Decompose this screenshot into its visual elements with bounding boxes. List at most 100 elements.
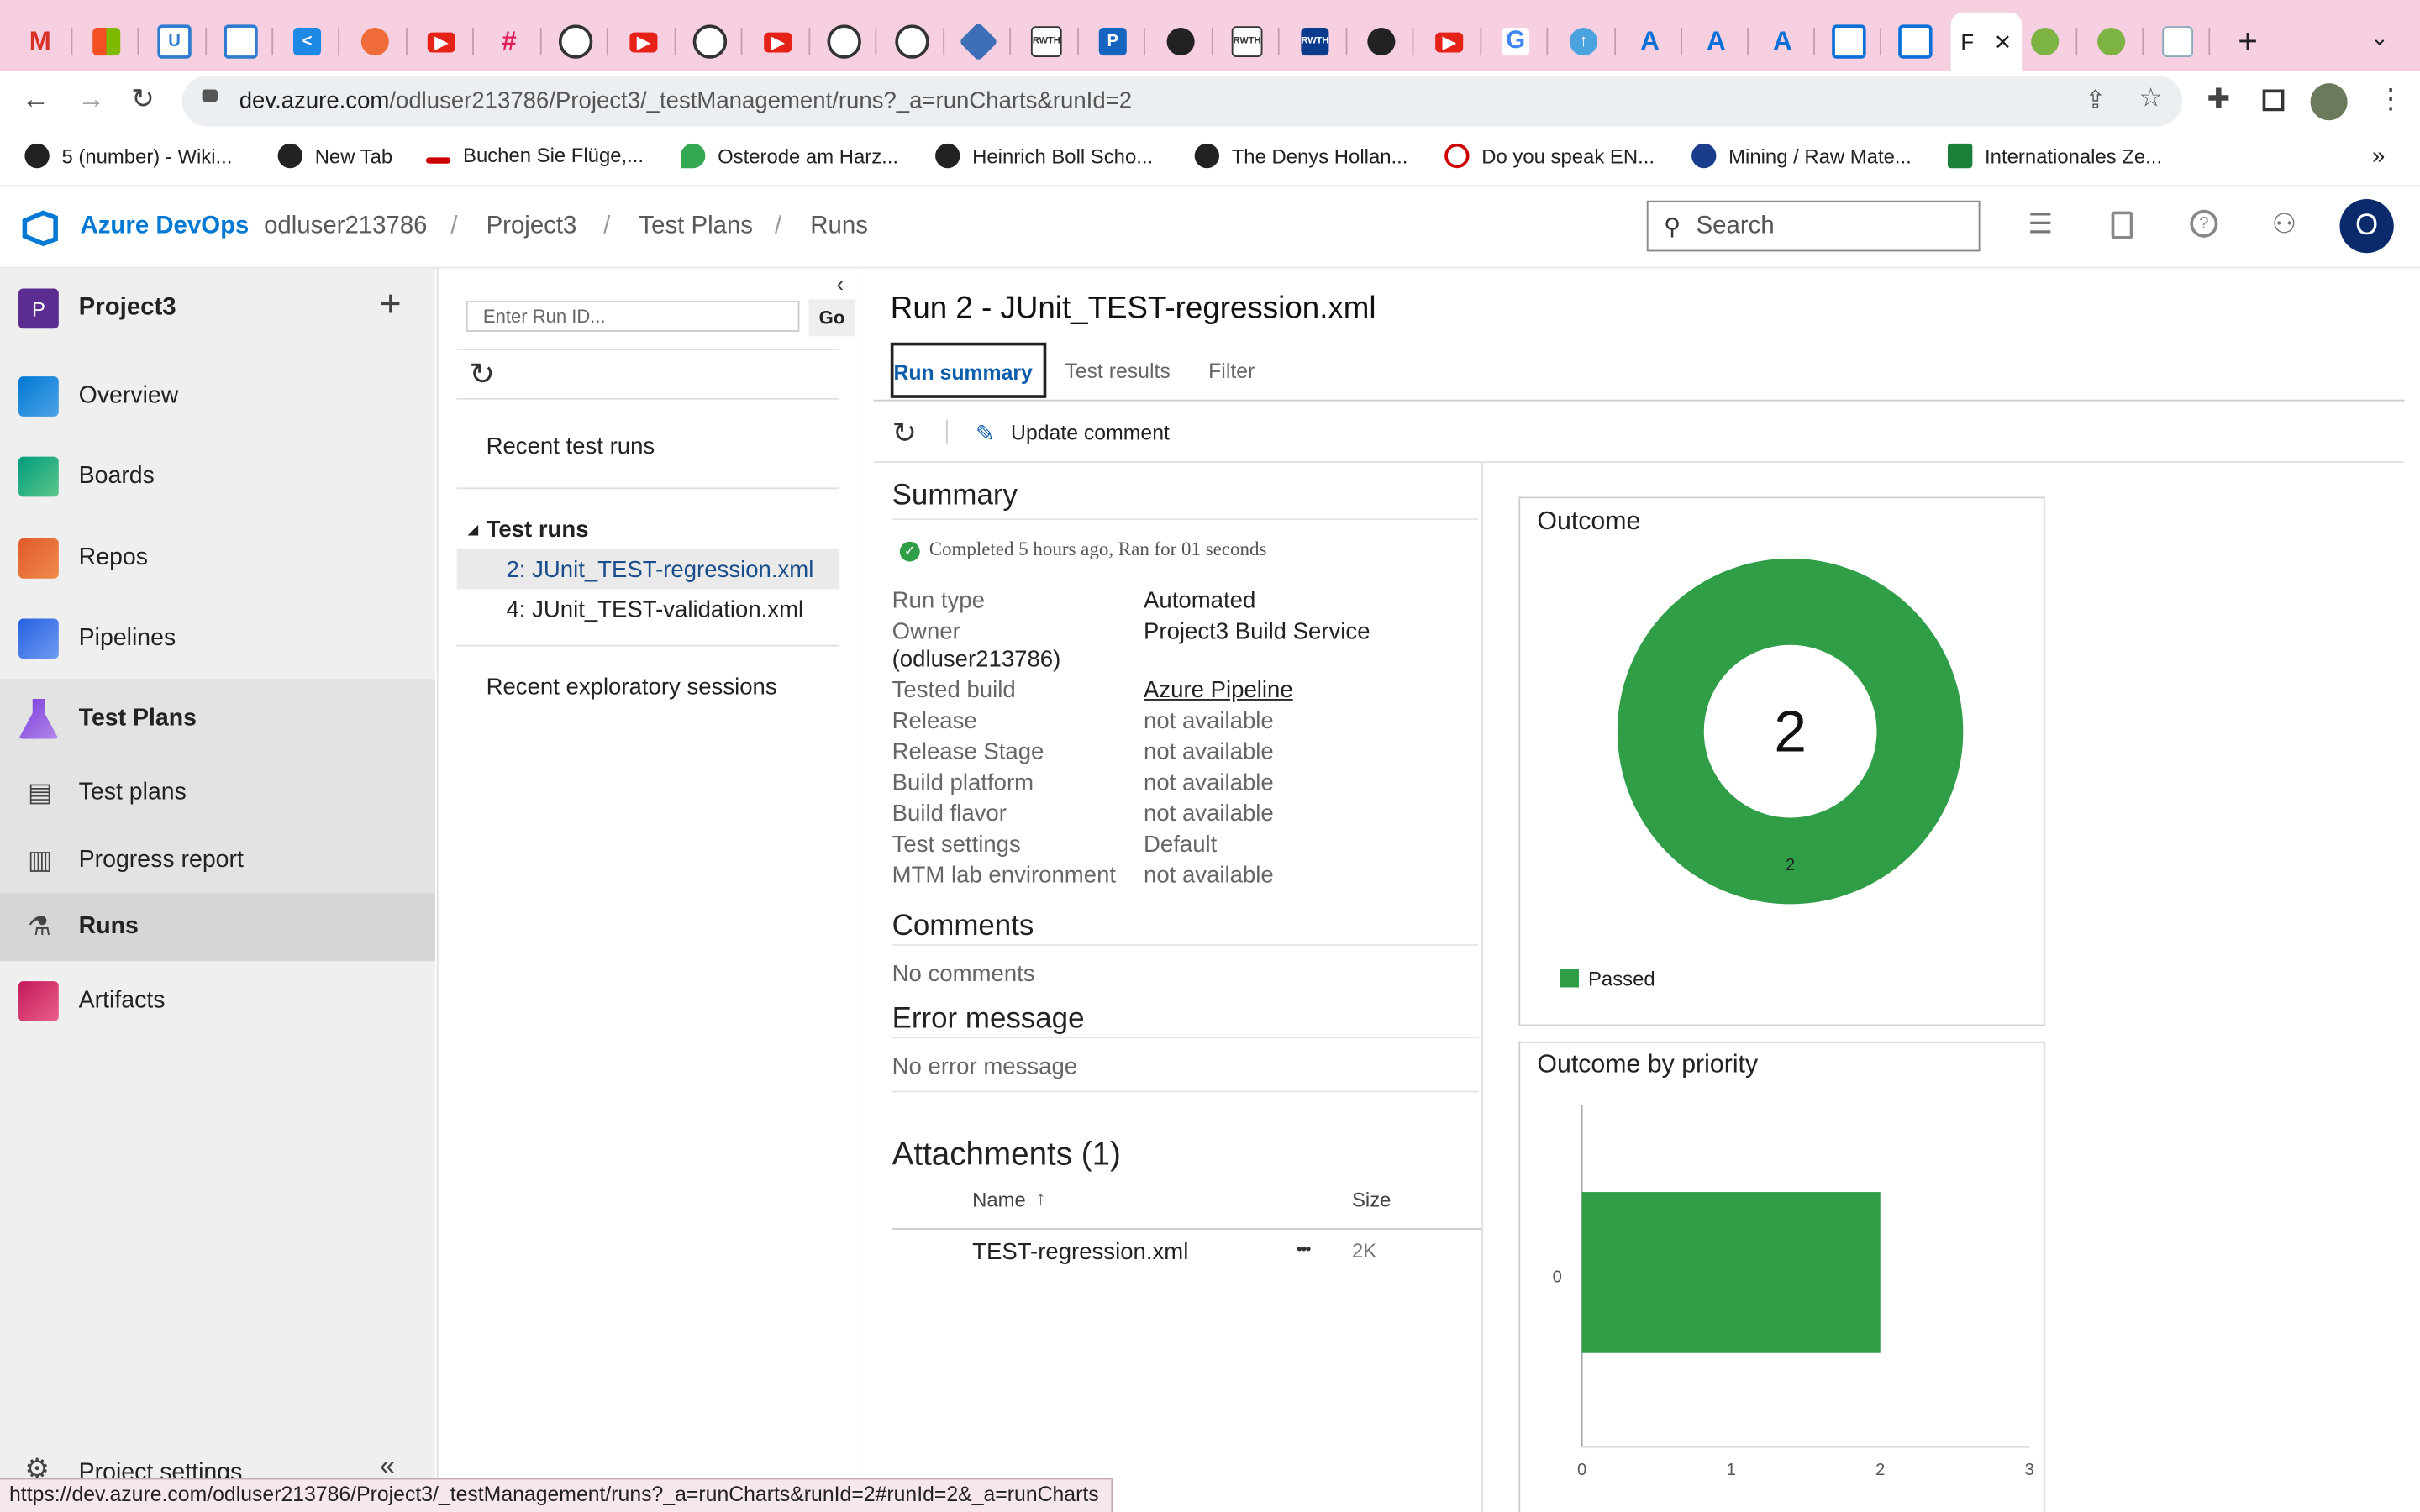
bookmark-item[interactable]: Buchen Sie Flüge,...: [425, 144, 644, 166]
browser-tab[interactable]: [677, 13, 743, 71]
browser-tab[interactable]: RWTH: [1014, 13, 1079, 71]
browser-tab[interactable]: #: [477, 13, 542, 71]
browser-tab[interactable]: [1349, 13, 1414, 71]
browser-tab[interactable]: A: [1618, 13, 1683, 71]
browser-tab[interactable]: P: [1081, 13, 1145, 71]
column-header-name[interactable]: Name: [972, 1188, 1026, 1211]
forward-icon[interactable]: →: [76, 83, 105, 114]
profile-avatar[interactable]: [2310, 83, 2348, 121]
run-list-item[interactable]: 2: JUnit_TEST-regression.xml: [506, 557, 814, 584]
browser-tab[interactable]: [208, 13, 274, 71]
more-bookmarks[interactable]: »: [2372, 143, 2386, 171]
browser-tab[interactable]: [1149, 13, 1213, 71]
browser-tab[interactable]: [812, 13, 877, 71]
column-header-size[interactable]: Size: [1351, 1188, 1392, 1211]
browser-tab[interactable]: <: [275, 13, 340, 71]
browser-tab[interactable]: M: [8, 13, 73, 71]
run-list-item[interactable]: 4: JUnit_TEST-validation.xml: [506, 596, 804, 624]
browser-tab[interactable]: G: [1483, 13, 1549, 71]
browser-tab[interactable]: [74, 13, 139, 71]
tab-filter[interactable]: Filter: [1208, 359, 1255, 383]
attachment-file-name[interactable]: TEST-regression.xml: [972, 1238, 1189, 1266]
breadcrumb-org[interactable]: odluser213786: [264, 213, 428, 239]
close-icon[interactable]: ✕: [1993, 28, 2012, 54]
reload-icon[interactable]: ↻: [131, 83, 155, 114]
url-text[interactable]: dev.azure.com/odluser213786/Project3/_te…: [239, 88, 1132, 114]
bookmark-star-icon[interactable]: ☆: [2139, 83, 2163, 113]
share-icon[interactable]: ⇪: [2085, 87, 2107, 114]
help-icon[interactable]: ?: [2190, 209, 2218, 238]
refresh-icon[interactable]: ↻: [469, 358, 496, 392]
browser-tab[interactable]: [880, 13, 945, 71]
bookmark-item[interactable]: Internationales Ze...: [1947, 143, 2162, 169]
work-items-icon[interactable]: ☰: [2028, 207, 2054, 239]
browser-tab[interactable]: ▶: [611, 13, 676, 71]
tab-test-results[interactable]: Test results: [1065, 359, 1171, 383]
avatar[interactable]: O: [2339, 198, 2394, 254]
bookmark-item[interactable]: Osterode am Harz...: [680, 143, 898, 169]
brand-name[interactable]: Azure DevOps: [80, 213, 250, 239]
sidebar-item-boards[interactable]: Boards: [0, 443, 435, 511]
browser-tab[interactable]: [2012, 13, 2078, 71]
sidebar-icon[interactable]: [2262, 89, 2285, 112]
project-name[interactable]: Project3: [78, 294, 176, 322]
browser-tab[interactable]: ▶: [745, 13, 811, 71]
bookmark-item[interactable]: The Denys Hollan...: [1194, 143, 1407, 169]
browser-tab[interactable]: ↑: [1551, 13, 1617, 71]
browser-tab[interactable]: [1817, 13, 1881, 71]
breadcrumb-test-plans[interactable]: Test Plans: [639, 213, 753, 239]
collapse-sidebar-icon[interactable]: «: [379, 1450, 396, 1482]
sidebar-item-pipelines[interactable]: Pipelines: [0, 605, 435, 673]
address-bar[interactable]: dev.azure.com/odluser213786/Project3/_te…: [182, 75, 2183, 127]
bookmark-item[interactable]: New Tab: [277, 143, 392, 169]
extensions-icon[interactable]: ✚: [2207, 83, 2231, 114]
more-actions-icon[interactable]: •••: [1296, 1240, 1311, 1259]
menu-icon[interactable]: ⋮: [2376, 83, 2405, 114]
sidebar-item-test-plans-sub[interactable]: ▤ Test plans: [0, 759, 435, 827]
sidebar-item-artifacts[interactable]: Artifacts: [0, 968, 435, 1036]
run-id-input[interactable]: Enter Run ID...: [466, 301, 800, 332]
expand-triangle-icon[interactable]: ◢: [467, 521, 479, 538]
legend-label-passed[interactable]: Passed: [1587, 967, 1655, 991]
sidebar-item-test-plans[interactable]: Test Plans: [0, 685, 435, 753]
breadcrumb-runs[interactable]: Runs: [810, 213, 868, 239]
browser-tab[interactable]: RWTH: [1282, 13, 1348, 71]
sidebar-item-runs[interactable]: ⚗ Runs: [0, 893, 435, 962]
run-list-item-selected[interactable]: [456, 549, 840, 590]
tab-run-summary[interactable]: Run summary: [890, 342, 1047, 398]
browser-tab[interactable]: ▶: [1417, 13, 1482, 71]
user-settings-icon[interactable]: ⚇: [2271, 207, 2297, 239]
browser-tab[interactable]: [2145, 13, 2211, 71]
back-icon[interactable]: ←: [21, 83, 50, 114]
browser-tab[interactable]: U: [142, 13, 208, 71]
browser-tab[interactable]: [2079, 13, 2144, 71]
browser-tab[interactable]: A: [1684, 13, 1749, 71]
browser-tab[interactable]: [343, 13, 408, 71]
add-icon[interactable]: +: [379, 283, 402, 326]
bookmark-item[interactable]: 5 (number) - Wiki...: [24, 143, 232, 169]
marketplace-bag-icon[interactable]: [2111, 211, 2133, 239]
go-button[interactable]: Go: [808, 299, 855, 337]
collapse-pane-icon[interactable]: ‹: [836, 271, 844, 297]
bookmark-item[interactable]: Heinrich Boll Scho...: [935, 143, 1153, 169]
chevron-down-icon[interactable]: ⌄: [2370, 24, 2389, 50]
active-browser-tab[interactable]: F ✕: [1950, 12, 2023, 71]
browser-tab[interactable]: [544, 13, 608, 71]
browser-tab[interactable]: [1883, 13, 1948, 71]
recent-exploratory-sessions[interactable]: Recent exploratory sessions: [486, 674, 777, 701]
sort-arrow-up-icon[interactable]: ↑: [1035, 1186, 1046, 1210]
bookmark-item[interactable]: Mining / Raw Mate...: [1691, 143, 1912, 169]
azure-devops-logo-icon[interactable]: [22, 210, 59, 247]
sidebar-item-progress-report[interactable]: ▥ Progress report: [0, 827, 435, 895]
browser-tab[interactable]: [946, 13, 1012, 71]
tested-build-link[interactable]: Azure Pipeline: [1144, 677, 1293, 704]
bookmark-item[interactable]: Do you speak EN...: [1444, 143, 1655, 169]
search-input[interactable]: ⚲ Search: [1646, 200, 1981, 252]
browser-tab[interactable]: A: [1750, 13, 1815, 71]
breadcrumb-project[interactable]: Project3: [486, 213, 577, 239]
refresh-icon[interactable]: ↻: [892, 417, 917, 451]
new-tab-icon[interactable]: +: [2238, 21, 2258, 60]
browser-tab[interactable]: RWTH: [1215, 13, 1280, 71]
browser-tab[interactable]: ▶: [409, 13, 474, 71]
sidebar-item-repos[interactable]: Repos: [0, 524, 435, 592]
